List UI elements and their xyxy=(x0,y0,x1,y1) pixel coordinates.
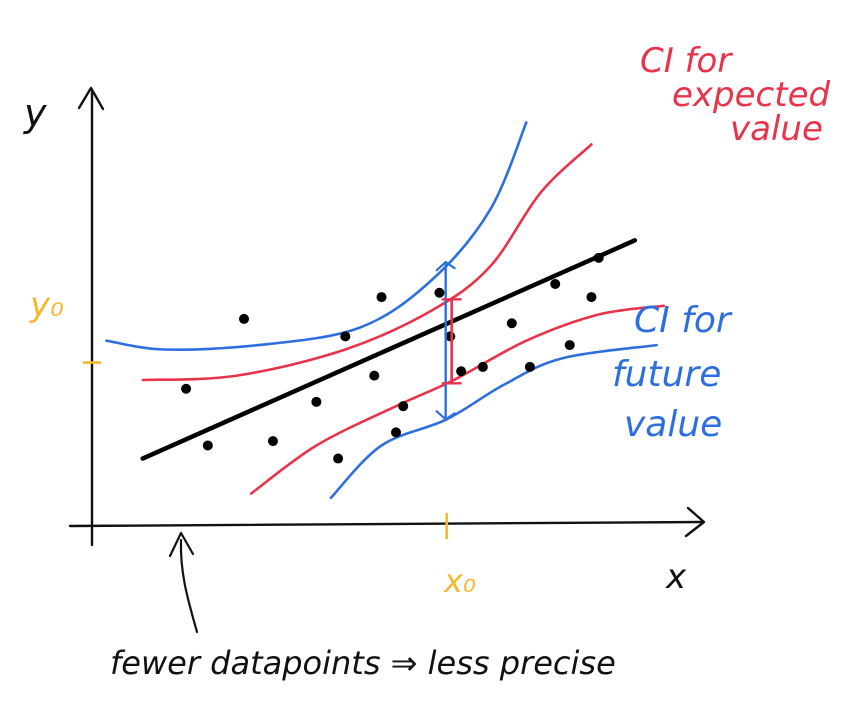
ci-future-label-line-1: CI for xyxy=(634,300,733,341)
future-interval-top-cap xyxy=(435,260,456,272)
data-points xyxy=(181,252,604,464)
data-point xyxy=(376,292,387,303)
footnote-arrow xyxy=(168,531,199,634)
x0-label: x₀ xyxy=(443,562,476,600)
footnote-text: fewer datapoints ⇒ less precise xyxy=(110,644,616,682)
ci-expected-label-line-3: value xyxy=(730,109,823,149)
data-point xyxy=(564,340,575,351)
y-axis-label: y xyxy=(23,91,47,135)
data-point xyxy=(202,440,213,451)
x-axis-label: x xyxy=(665,557,687,597)
ci-expected-lower-curve xyxy=(249,304,666,495)
data-point xyxy=(593,252,604,263)
ci-expected-label-line-1: CI for xyxy=(640,41,733,81)
data-point xyxy=(456,366,467,377)
y-axis-arrowhead xyxy=(77,86,105,111)
footnote-arrow-head xyxy=(168,531,195,558)
data-point xyxy=(434,287,445,298)
ci-expected-label: CI for expected value xyxy=(640,41,830,149)
ci-future-upper-curve xyxy=(105,121,528,351)
data-point xyxy=(586,292,597,303)
ci-future-label-line-2: future xyxy=(612,354,721,395)
markers xyxy=(82,260,462,540)
data-point xyxy=(311,396,322,407)
data-point xyxy=(398,401,409,412)
data-point xyxy=(333,453,344,464)
data-point xyxy=(550,279,561,289)
y0-label: y₀ xyxy=(29,285,64,325)
ci-expected-upper-curve xyxy=(141,143,593,382)
x-axis-line xyxy=(68,520,704,528)
curves xyxy=(105,121,666,500)
data-point xyxy=(181,383,192,394)
future-interval-bottom-cap xyxy=(435,410,456,421)
footnote-arrow-shaft xyxy=(179,538,199,634)
ci-future-label-line-3: value xyxy=(624,404,722,445)
data-point xyxy=(267,436,278,447)
data-point xyxy=(239,313,249,324)
ci-expected-label-line-2: expected xyxy=(672,75,830,115)
data-point xyxy=(369,370,380,381)
data-point xyxy=(340,331,351,342)
data-point xyxy=(477,361,488,372)
regression-line xyxy=(140,238,638,461)
x-axis-arrowhead xyxy=(684,506,706,538)
data-point xyxy=(506,318,517,329)
ci-future-label: CI for future value xyxy=(612,300,733,445)
data-point xyxy=(524,361,535,372)
ci-future-lower-curve xyxy=(329,343,658,500)
axes xyxy=(68,86,706,547)
data-point xyxy=(391,427,401,438)
